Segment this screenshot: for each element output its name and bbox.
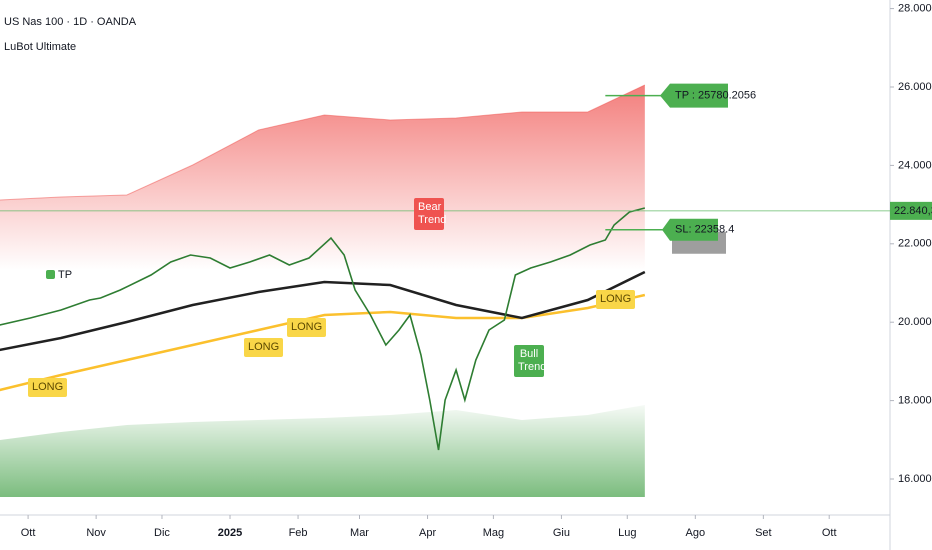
x-tick-label: Ago — [686, 527, 706, 539]
ma-slow — [0, 293, 646, 392]
ma-fast — [0, 270, 646, 352]
upper-band — [0, 84, 645, 270]
y-tick-label: 26.000,0 — [898, 81, 932, 93]
bull-trend-label: Bull Trend — [514, 345, 546, 377]
y-tick-label: 28.000,0 — [898, 2, 932, 14]
lower-band — [0, 404, 645, 497]
long-label: LONG — [28, 378, 68, 397]
y-tick-label: 24.000,0 — [898, 159, 932, 171]
bear-trend-label: Bear Trend — [414, 198, 446, 230]
x-tick-label: Feb — [289, 527, 308, 539]
x-tick-label: Apr — [419, 527, 436, 539]
x-tick-label: Ott — [21, 527, 36, 539]
long-label: LONG — [596, 290, 636, 309]
tp-marker-label: TP — [58, 269, 72, 281]
x-tick-label: Dic — [154, 527, 170, 539]
sl-tag — [662, 218, 718, 241]
tp-label: TP : 25780.2056 — [675, 90, 756, 102]
x-tick-label: Set — [755, 527, 772, 539]
long-label: LONG — [244, 338, 284, 357]
y-tick-label: 22.000,0 — [898, 238, 932, 250]
x-tick-label: Giu — [553, 527, 570, 539]
y-tick-label: 16.000,0 — [898, 473, 932, 485]
long-label: LONG — [287, 318, 327, 337]
x-tick-label: Mag — [483, 527, 504, 539]
last-price-label: 22.840,3 — [894, 205, 932, 217]
x-tick-label: Nov — [86, 527, 106, 539]
price-line — [0, 207, 646, 451]
upper-band-edge — [0, 84, 646, 201]
chart-title: US Nas 100 · 1D · OANDA — [4, 16, 137, 28]
last-price-tag — [890, 201, 932, 220]
tp-tag — [660, 83, 728, 108]
tp-marker-icon — [46, 270, 55, 279]
indicator-name: LuBot Ultimate — [4, 41, 76, 53]
y-tick-label: 18.000,0 — [898, 395, 932, 407]
y-tick-label: 20.000,0 — [898, 316, 932, 328]
x-tick-label: 2025 — [218, 527, 242, 539]
sl-label: SL: 22358.4 — [675, 224, 734, 236]
x-tick-label: Mar — [350, 527, 369, 539]
x-tick-label: Lug — [618, 527, 636, 539]
x-tick-label: Ott — [822, 527, 837, 539]
